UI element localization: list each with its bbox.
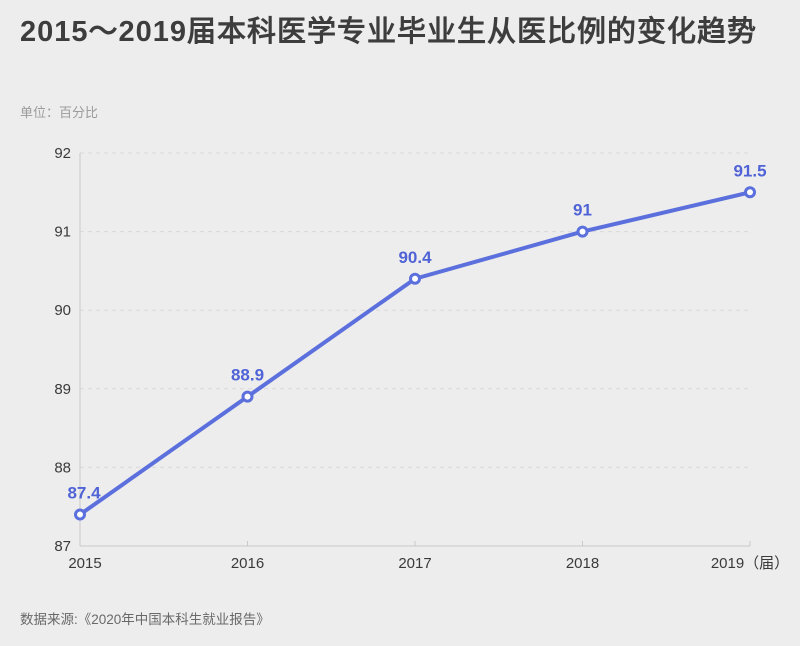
data-point-label: 91.5	[733, 161, 766, 180]
x-tick-label: 2015	[68, 555, 101, 572]
data-point	[241, 390, 254, 403]
data-point	[744, 186, 756, 199]
data-point-label: 88.9	[231, 366, 264, 385]
data-source-label: 数据来源:《2020年中国本科生就业报告》	[20, 612, 270, 627]
chart-title: 2015～2019届本科医学专业毕业生从医比例的变化趋势	[20, 16, 758, 48]
y-tick-label: 88	[54, 459, 71, 476]
series-line	[78, 190, 752, 517]
y-tick-label: 90	[54, 302, 71, 319]
y-tick-label: 87	[54, 538, 71, 555]
data-point	[409, 272, 421, 285]
y-tick-label: 92	[54, 145, 71, 162]
data-point-label: 87.4	[67, 484, 101, 503]
data-point	[576, 225, 589, 238]
unit-label: 单位：百分比	[20, 105, 99, 120]
x-tick-label: 2018	[566, 555, 599, 572]
data-point-label: 91	[573, 201, 592, 220]
data-point-label: 90.4	[398, 248, 432, 267]
y-tick-label: 91	[54, 224, 71, 241]
x-tick-label: 2019（届）	[711, 555, 789, 572]
y-tick-label: 89	[54, 381, 71, 398]
data-point	[74, 508, 86, 521]
x-tick-label: 2016	[231, 555, 264, 572]
line-chart: 87 88 89 90 91 92 2015 2016 2017 2018 2019（届） 87.4 8…	[54, 145, 789, 572]
x-tick-label: 2017	[398, 555, 431, 572]
